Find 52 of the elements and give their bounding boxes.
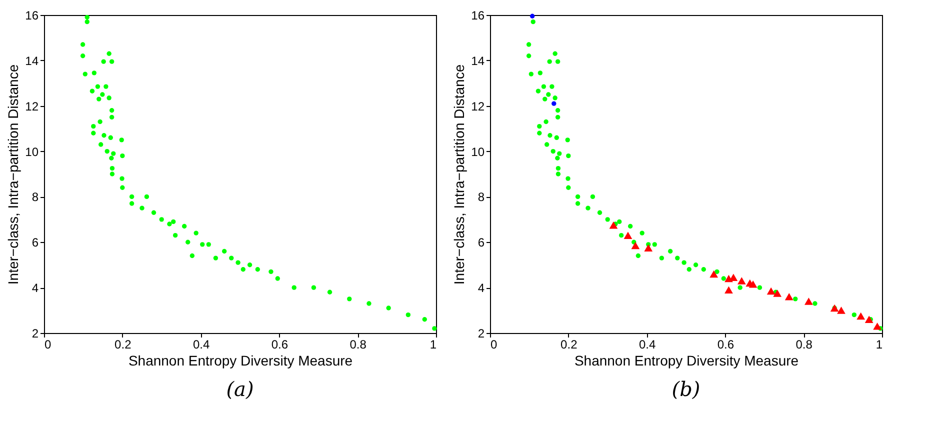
y-tick-label: 6: [32, 236, 39, 250]
y-tick-label: 16: [25, 8, 39, 22]
y-tick-label: 12: [25, 99, 39, 114]
point: [837, 306, 846, 314]
point: [609, 221, 618, 229]
point: [804, 298, 813, 305]
point: [856, 312, 866, 320]
point: [873, 322, 882, 330]
x-tick-label: 0.2: [114, 338, 132, 352]
y-axis-title: Inter−class, Intra−partition Distance: [451, 64, 468, 285]
y-tick-label: 8: [32, 190, 39, 204]
text: (a): [226, 377, 254, 401]
x-axis-title: Shannon Entropy Diversity Measure: [128, 352, 353, 368]
point: [773, 290, 782, 297]
x-tick-label: 0.8: [350, 338, 367, 352]
point: [784, 293, 794, 300]
y-tick-label: 14: [471, 54, 485, 68]
x-tick-label: 0: [44, 338, 52, 352]
y-axis-title: Inter−class, Intra−partition Distance: [5, 64, 22, 285]
y-tick-label: 16: [471, 8, 485, 22]
point: [631, 242, 640, 250]
x-tick-label: 1: [430, 338, 437, 352]
x-tick-label: 0.6: [271, 338, 288, 352]
point: [864, 316, 874, 323]
y-tick-label: 6: [478, 236, 485, 250]
point: [766, 287, 776, 295]
x-tick-label: 0.2: [560, 338, 578, 352]
y-tick-label: 2: [478, 326, 485, 340]
point: [748, 280, 758, 288]
y-tick-label: 12: [471, 99, 485, 114]
y-tick-label: 8: [478, 190, 485, 204]
x-tick-label: 0: [490, 338, 498, 352]
point: [724, 286, 733, 294]
y-tick-label: 10: [25, 144, 39, 159]
y-tick-label: 10: [471, 144, 485, 159]
x-tick-label: 1: [876, 338, 883, 352]
y-tick-label: 2: [32, 326, 39, 340]
point: [624, 232, 632, 239]
point: [710, 270, 718, 278]
x-tick-label: 0.4: [192, 338, 210, 352]
x-tick-label: 0.8: [796, 338, 813, 352]
point: [644, 244, 653, 252]
point: [552, 101, 556, 106]
x-axis-title: Shannon Entropy Diversity Measure: [574, 352, 799, 368]
point: [530, 14, 535, 18]
y-tick-label: 4: [478, 281, 485, 296]
point: [737, 277, 746, 284]
y-tick-label: 14: [25, 54, 39, 68]
y-tick-label: 4: [32, 281, 39, 296]
x-tick-label: 0.4: [638, 338, 656, 352]
x-tick-label: 0.6: [717, 338, 734, 352]
text: (b): [672, 377, 700, 401]
